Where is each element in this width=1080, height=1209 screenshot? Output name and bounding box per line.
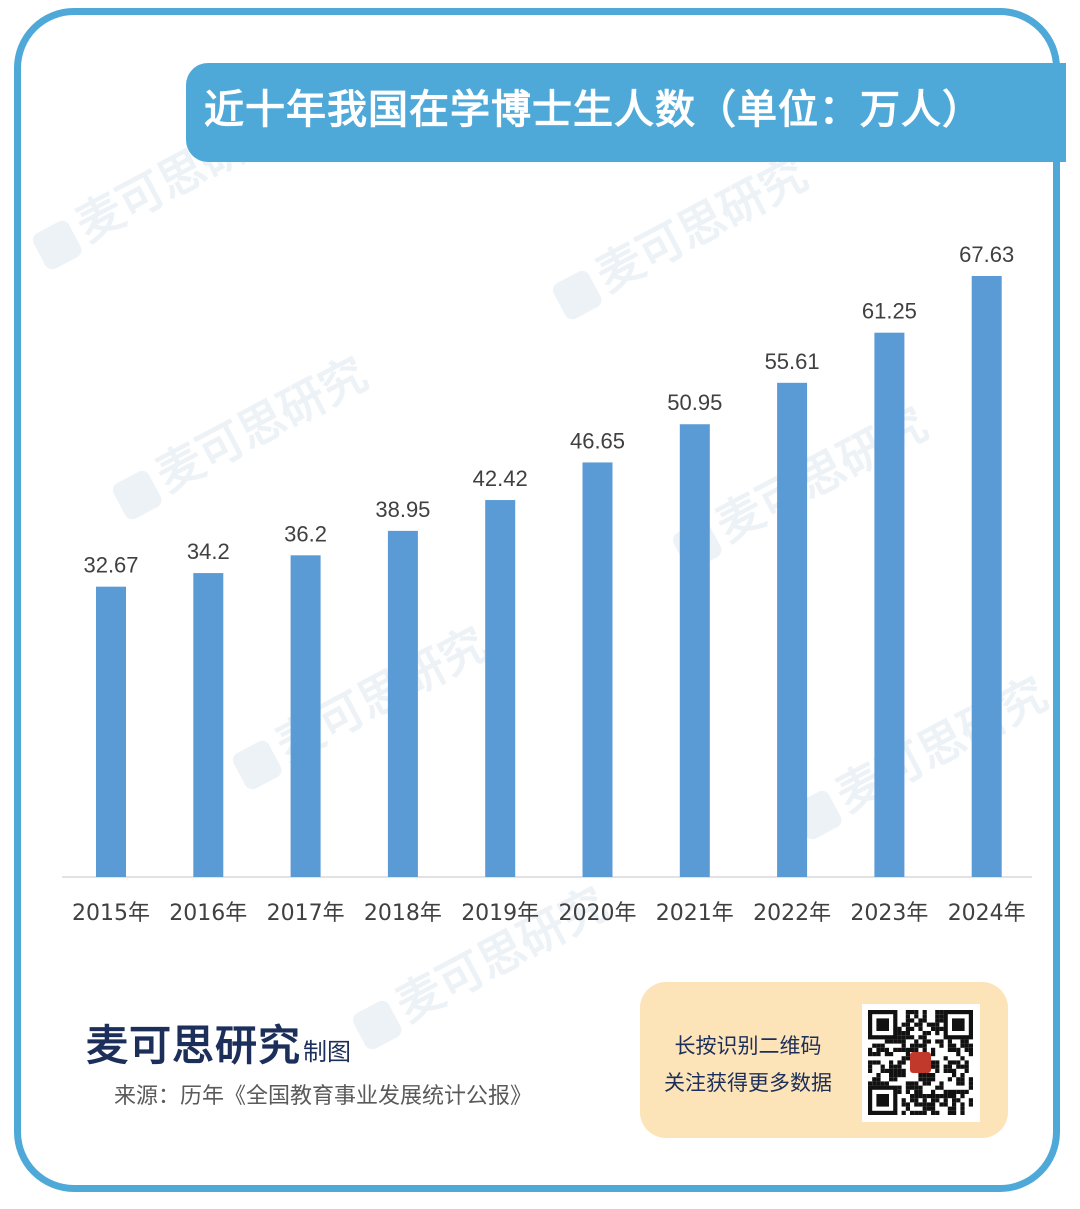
qr-code-icon[interactable] [862,1004,980,1122]
x-tick-label: 2017年 [267,901,345,926]
brand-credit: 麦可思研究制图 [86,1012,351,1073]
x-tick-label: 2023年 [850,901,928,926]
qr-caption-line2: 关注获得更多数据 [664,1071,832,1095]
bar-chart: 32.67 2015年 34.2 2016年 36.2 2017年 38.95 2018年 42… [62,242,1032,926]
x-tick-label: 2021年 [656,901,734,926]
chart-title: 近十年我国在学博士生人数（单位：万人） [204,87,983,133]
x-tick-label: 2015年 [72,901,150,926]
brand-name: 麦可思研究 [86,1021,302,1070]
data-label: 46.65 [570,428,625,453]
qr-caption-line1: 长按识别二维码 [674,1034,822,1058]
data-label: 61.25 [862,299,917,324]
bar-2020年 [582,462,613,877]
bar-2021年 [679,424,710,877]
x-tick-label: 2024年 [948,901,1026,926]
bar-2019年 [485,500,516,877]
bar-2022年 [777,382,808,877]
data-label: 42.42 [473,466,528,491]
x-tick-label: 2016年 [169,901,247,926]
data-label: 38.95 [375,497,430,522]
x-tick-label: 2020年 [559,901,637,926]
bar-2024年 [971,276,1002,877]
bar-2016年 [193,573,224,877]
data-label: 50.95 [667,390,722,415]
data-label: 55.61 [765,349,820,374]
x-tick-label: 2018年 [364,901,442,926]
bar-2023年 [874,332,905,878]
source-note: 来源：历年《全国教育事业发展统计公报》 [114,1084,533,1109]
brand-suffix: 制图 [303,1038,352,1066]
data-label: 67.63 [959,242,1014,267]
bar-2015年 [96,586,126,877]
data-label: 36.2 [284,521,327,546]
bar-2018年 [387,530,418,877]
x-tick-label: 2022年 [753,901,831,926]
bar-2017年 [290,555,321,877]
x-tick-label: 2019年 [461,901,539,926]
title-banner [186,63,1066,162]
data-label: 32.67 [83,553,138,578]
data-label: 34.2 [187,539,230,564]
